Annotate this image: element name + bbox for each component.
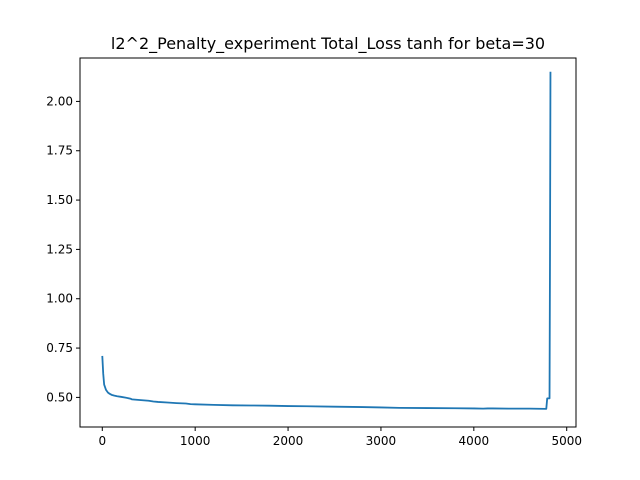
x-tick-label: 1000 bbox=[180, 434, 211, 448]
axes-frame bbox=[79, 57, 577, 428]
y-tick-label: 1.25 bbox=[46, 242, 73, 256]
x-tick-label: 0 bbox=[98, 434, 106, 448]
x-tick-label: 5000 bbox=[551, 434, 582, 448]
x-axis: 0 1000 2000 3000 4000 5000 bbox=[98, 427, 582, 448]
series-line bbox=[101, 71, 552, 410]
plot-area bbox=[101, 71, 552, 410]
y-tick-label: 0.50 bbox=[46, 390, 73, 404]
y-tick-label: 2.00 bbox=[46, 94, 73, 108]
y-axis: 0.50 0.75 1.00 1.25 1.50 1.75 2.00 bbox=[46, 94, 80, 404]
y-tick-label: 1.00 bbox=[46, 292, 73, 306]
x-tick-label: 4000 bbox=[459, 434, 490, 448]
y-tick-label: 1.75 bbox=[46, 144, 73, 158]
x-tick-label: 2000 bbox=[273, 434, 304, 448]
y-tick-label: 0.75 bbox=[46, 341, 73, 355]
y-tick-label: 1.50 bbox=[46, 193, 73, 207]
x-tick-label: 3000 bbox=[366, 434, 397, 448]
chart-title: l2^2_Penalty_experiment Total_Loss tanh … bbox=[111, 34, 545, 54]
